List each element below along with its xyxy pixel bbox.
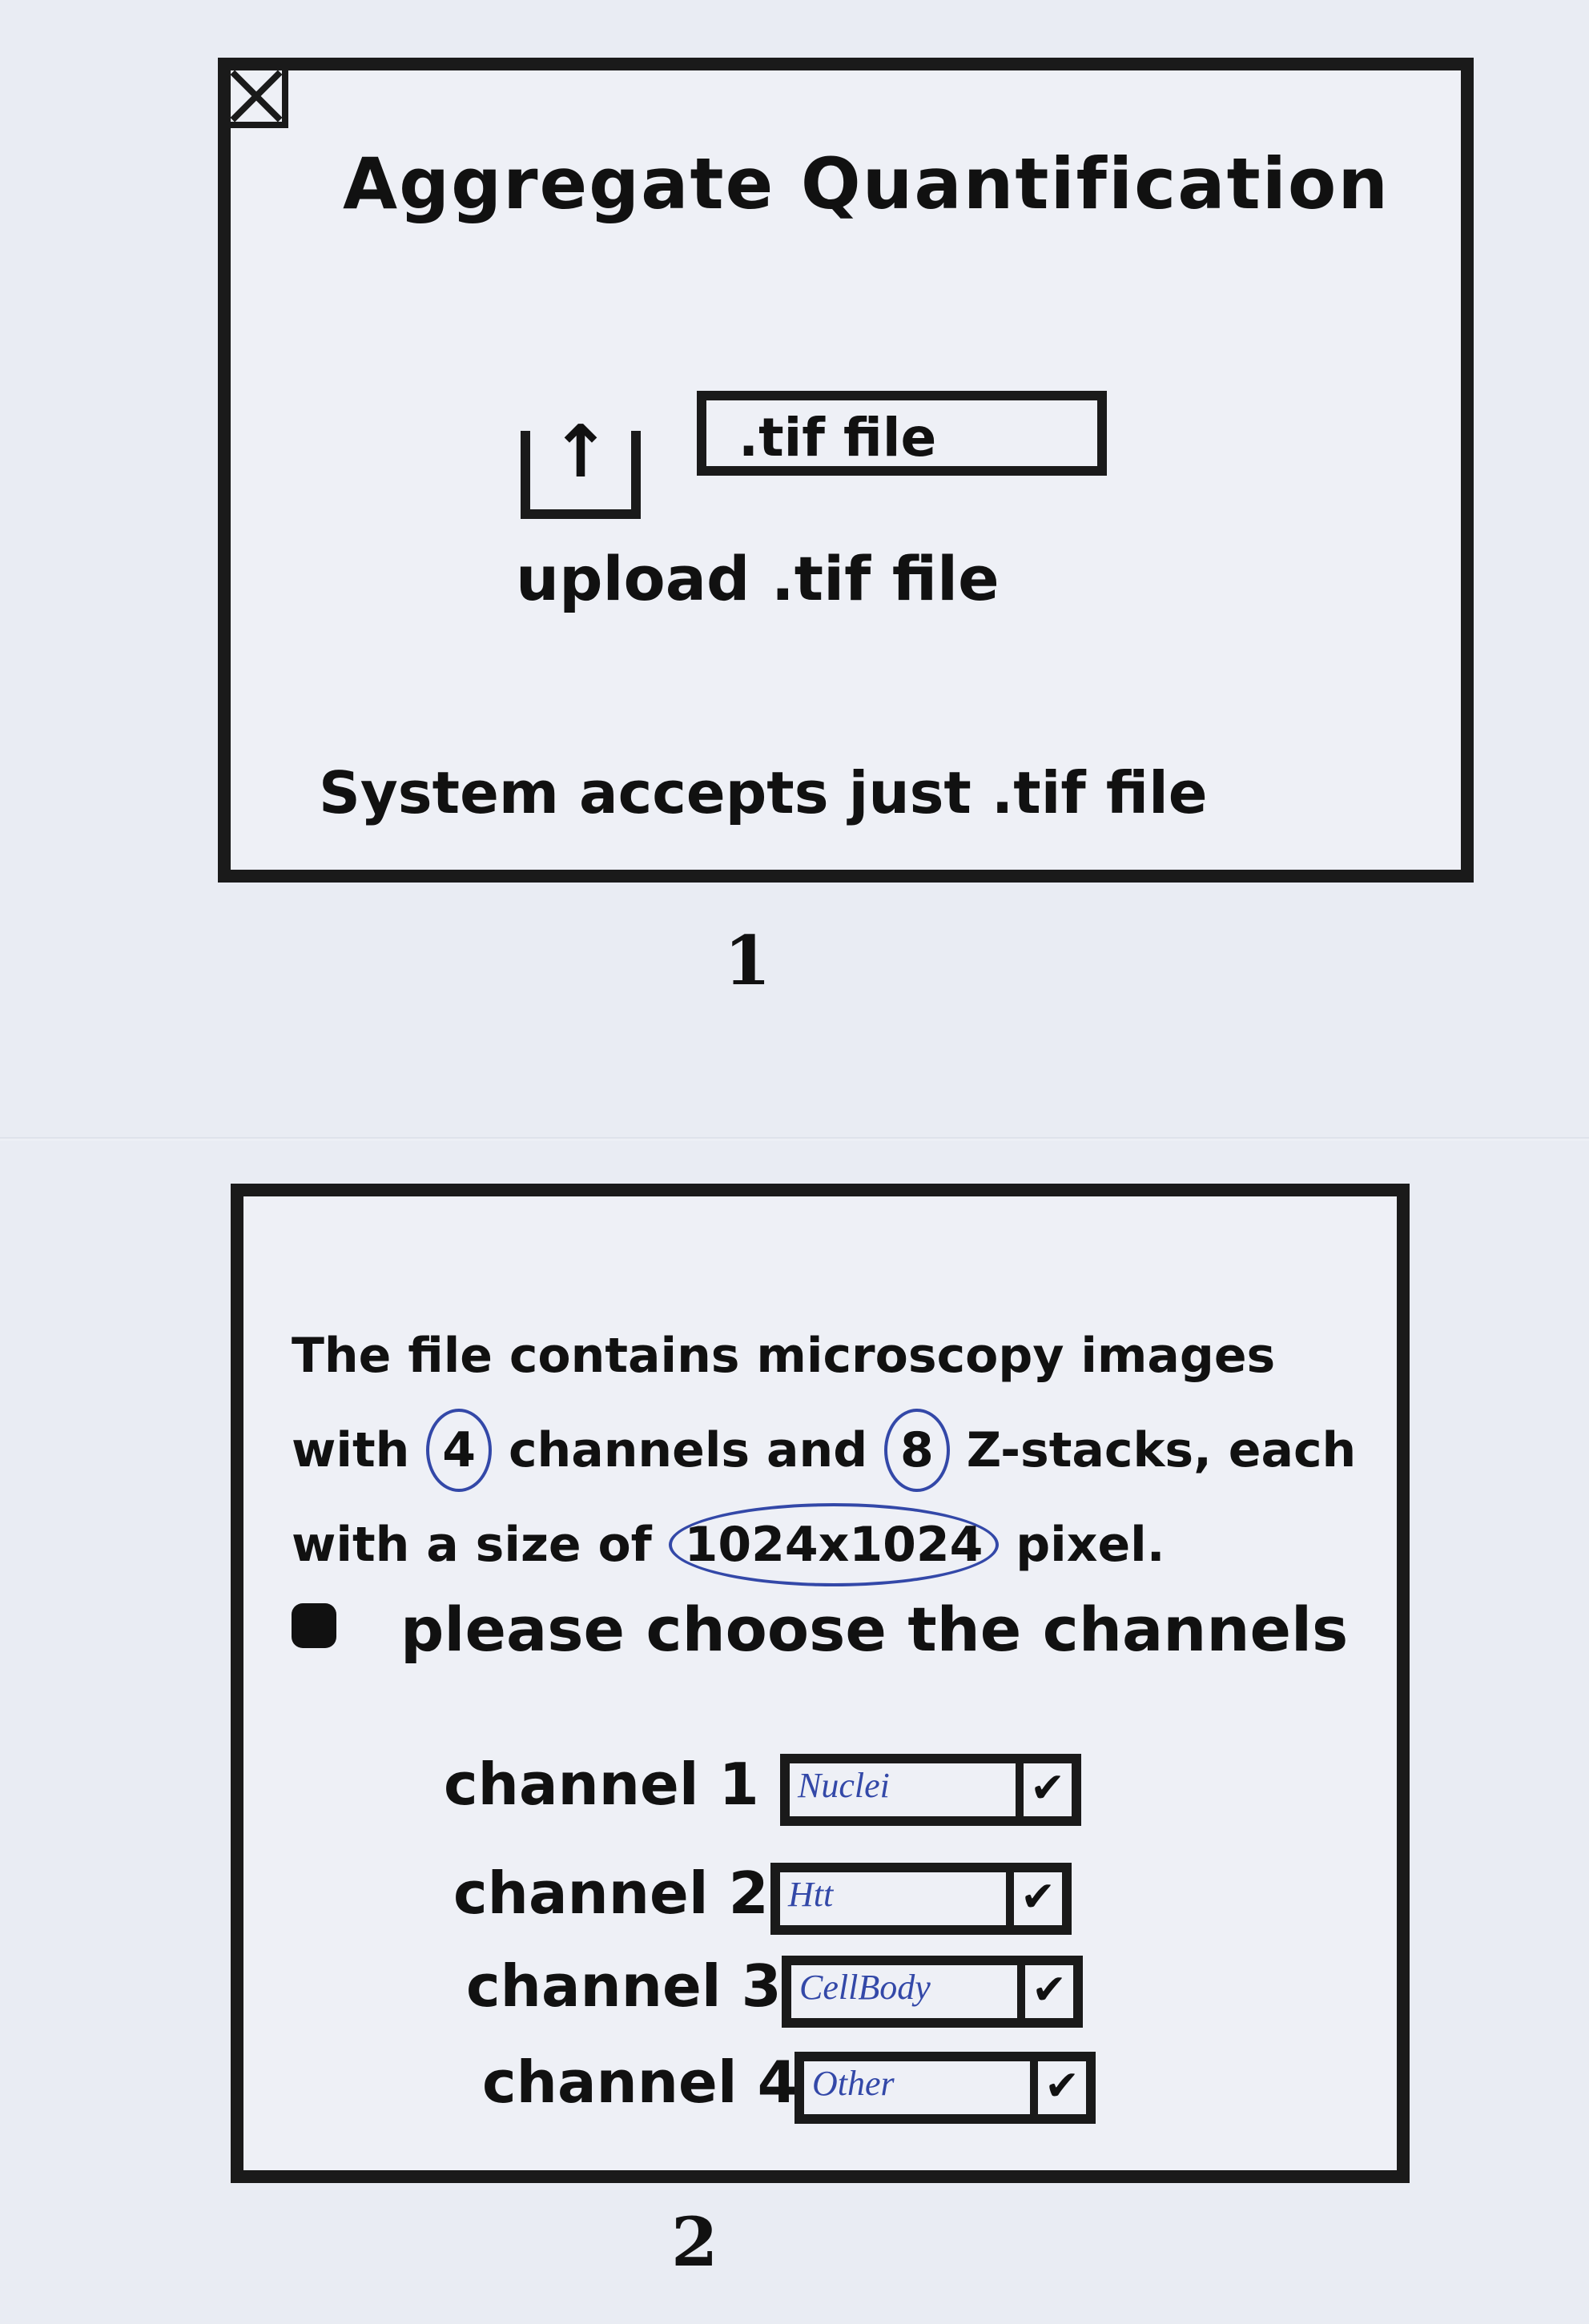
select-value: CellBody <box>799 1968 931 2007</box>
page-number-1: 1 <box>724 921 771 1000</box>
page-number-2: 2 <box>671 2202 718 2282</box>
select-value: Other <box>812 2064 895 2103</box>
select-value: Nuclei <box>798 1766 890 1805</box>
upload-icon[interactable] <box>521 431 641 519</box>
info-part-2: channels and <box>508 1422 868 1478</box>
channel-4-select[interactable]: Other ✔ <box>794 2052 1096 2124</box>
file-input[interactable]: .tif file <box>697 391 1107 476</box>
channel-label: channel 3 <box>466 1952 782 2020</box>
channel-selection-window: The file contains microscopy images with… <box>231 1184 1410 2183</box>
channel-label: channel 1 <box>444 1751 759 1818</box>
file-info-text: The file contains microscopy images with… <box>292 1309 1381 1592</box>
upload-window: Aggregate Quantification .tif file uploa… <box>218 58 1474 883</box>
info-part-1: The file contains microscopy images with <box>292 1328 1276 1478</box>
close-icon[interactable] <box>224 64 288 128</box>
image-size: 1024x1024 <box>668 1503 1000 1586</box>
paper-fold <box>0 1137 1589 1140</box>
bullet-icon <box>292 1603 336 1648</box>
checkmark-icon[interactable]: ✔ <box>1030 2061 1086 2114</box>
channel-3-select[interactable]: CellBody ✔ <box>782 1956 1083 2028</box>
channels-count: 4 <box>426 1409 493 1492</box>
info-part-4: pixel. <box>1016 1517 1165 1573</box>
instruction-text: please choose the channels <box>400 1594 1349 1665</box>
checkmark-icon[interactable]: ✔ <box>1017 1965 1073 2018</box>
channel-label: channel 4 <box>482 2049 798 2116</box>
info-part-3: Z-stacks, each with a size of <box>292 1422 1357 1573</box>
file-type-hint: System accepts just .tif file <box>319 759 1208 826</box>
zstacks-count: 8 <box>884 1409 950 1492</box>
app-title: Aggregate Quantification <box>343 143 1390 225</box>
channel-2-select[interactable]: Htt ✔ <box>770 1863 1072 1935</box>
checkmark-icon[interactable]: ✔ <box>1016 1763 1072 1816</box>
channel-label: channel 2 <box>453 1860 769 1927</box>
checkmark-icon[interactable]: ✔ <box>1006 1872 1062 1925</box>
upload-label: upload .tif file <box>516 543 1000 614</box>
channel-1-select[interactable]: Nuclei ✔ <box>780 1754 1081 1826</box>
select-value: Htt <box>788 1875 834 1914</box>
